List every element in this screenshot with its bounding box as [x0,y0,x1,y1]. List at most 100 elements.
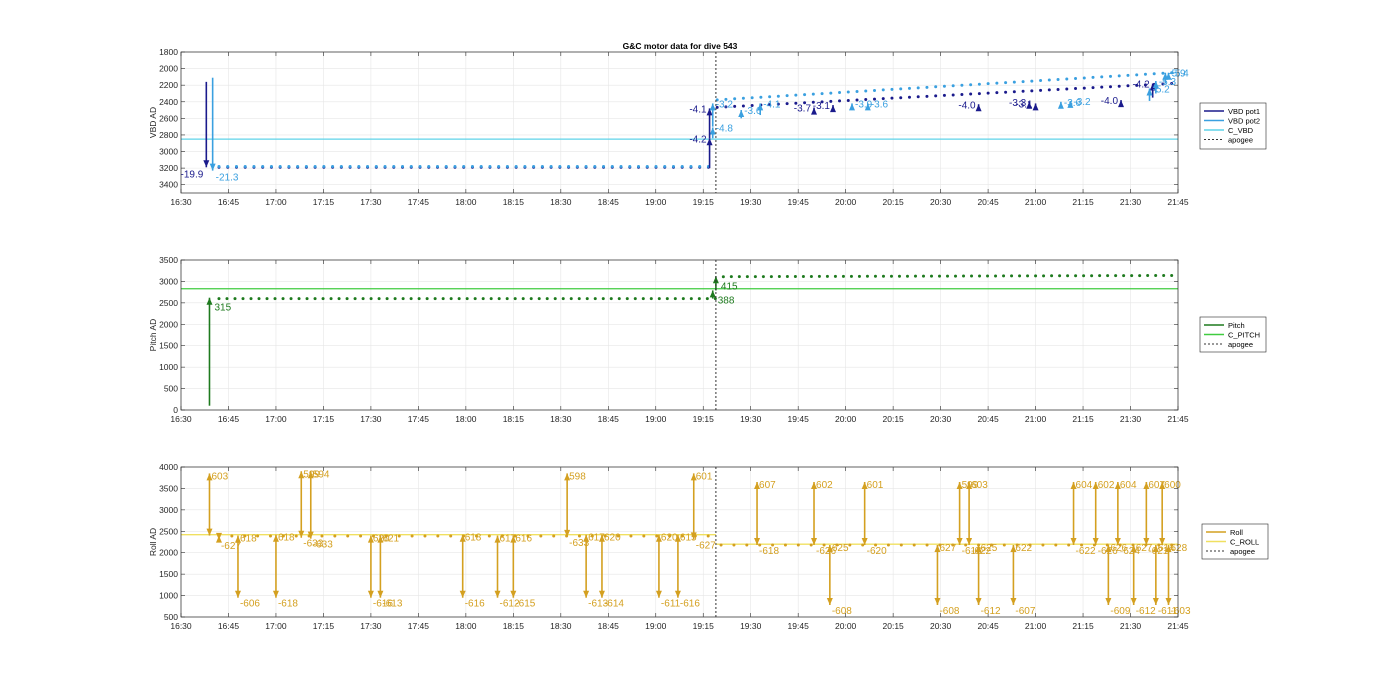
roll-down-label: -606 [240,599,260,610]
roll-point [410,534,414,538]
roll-down-label: -611 [661,599,681,610]
vbd-pot2-point [278,164,282,168]
vbd-pot2-point [296,164,300,168]
roll-point [706,534,710,538]
vbd-pot2-point [558,164,562,168]
roll-down-label: -612 [1136,606,1156,617]
roll-point [526,534,530,538]
vbd-pot2-point [1135,73,1139,77]
pitch-point [905,274,909,278]
roll-down-label: -607 [1015,606,1035,617]
vbd-motor-label: -4.2 [1132,80,1150,91]
pitch-point [761,275,765,279]
pitch-point [369,297,373,301]
pitch-point [697,297,701,301]
roll-point [436,534,440,538]
vbd-motor-label: -3.3 [1009,98,1027,109]
legend-label: apogee [1230,547,1255,556]
x-tick-label: 20:15 [883,621,905,631]
roll-down-label: -615 [515,599,535,610]
legend-label: Roll [1230,528,1243,537]
vbd-pot2-point [689,164,693,168]
x-tick-label: 21:30 [1120,414,1142,424]
roll-motor-head-up [934,545,941,552]
roll-point [809,543,813,547]
roll-down-label: -627 [221,541,241,552]
vbd-pot1-point [1030,89,1034,93]
pitch-point [857,274,861,278]
vbd-pot2-point [357,164,361,168]
roll-motor-head-up [1010,545,1017,552]
vbd-pot1-point [1143,83,1147,87]
x-tick-label: 19:15 [693,621,715,631]
roll-motor-head-up [234,535,241,543]
pitch-point [361,297,365,301]
x-tick-label: 20:00 [835,197,857,207]
x-tick-label: 18:30 [550,197,572,207]
vbd-motor-label: -5.2 [1153,84,1171,95]
x-tick-label: 18:45 [598,197,620,207]
vbd-pot1-point [1056,87,1060,91]
pitch-point [929,274,933,278]
vbd-motor-arrow-head [706,138,713,146]
vbd-motor-label: -21.3 [216,173,239,184]
pitch-point [433,297,437,301]
y-tick-label: 4000 [159,462,178,472]
vbd-pot1-point [907,95,911,99]
vbd-pot2-point [1056,78,1060,82]
vbd-pot2-point [864,89,868,93]
vbd-pot2-point [1047,78,1051,82]
vbd-pot2-point [610,164,614,168]
roll-motor-head-down [1152,598,1159,605]
roll-motor-head-down [307,531,314,539]
vbd-pot1-point [864,98,868,102]
vbd-pot2-point [724,97,728,101]
vbd-pot2-point [873,88,877,92]
x-tick-label: 21:45 [1167,197,1189,207]
roll-point [281,534,285,538]
pitch-point [393,297,397,301]
x-tick-label: 19:00 [645,414,667,424]
vbd-pot1-point [846,98,850,102]
vbd-pot2-point [567,164,571,168]
x-tick-label: 19:45 [788,197,810,207]
vbd-motor-label: -3.6 [871,99,889,110]
roll-point [1157,543,1161,547]
roll-motor-head-down [1092,538,1099,545]
pitch-point [769,275,773,279]
axes-box [180,259,1179,411]
roll-down-label: -613 [382,599,402,610]
vbd-pot2-point [532,164,536,168]
roll-motor-head-down [674,590,681,598]
pitch-point [841,274,845,278]
pitch-motor-arrow-head [712,276,719,284]
vbd-pot2-point [1039,79,1043,83]
vbd-pot2-point [418,164,422,168]
legend-label: Pitch [1228,321,1245,330]
vbd-pot2-point [733,97,737,101]
vbd-pot2-point [654,164,658,168]
roll-up-label: 627 [939,543,956,554]
vbd-pot2-point [829,91,833,95]
x-tick-label: 21:00 [1025,197,1047,207]
pitch-point [721,275,725,279]
vbd-pot2-point [855,90,859,94]
roll-motor-head-up [1114,482,1121,489]
roll-point [655,534,659,538]
pitch-point [1162,274,1166,278]
roll-motor-head-up [583,534,590,542]
vbd-pot1-point [811,100,815,104]
legend-label: C_ROLL [1230,538,1259,547]
roll-motor-head-down [564,529,571,537]
vbd-pot2-point [383,164,387,168]
roll-point [268,534,272,538]
roll-point [230,534,234,538]
pitch-point [954,274,958,278]
pitch-point [921,274,925,278]
vbd-pot2-point [488,164,492,168]
roll-point [629,534,633,538]
x-tick-label: 20:30 [930,414,952,424]
roll-down-label: -614 [604,599,624,610]
y-tick-label: 1800 [159,47,178,57]
